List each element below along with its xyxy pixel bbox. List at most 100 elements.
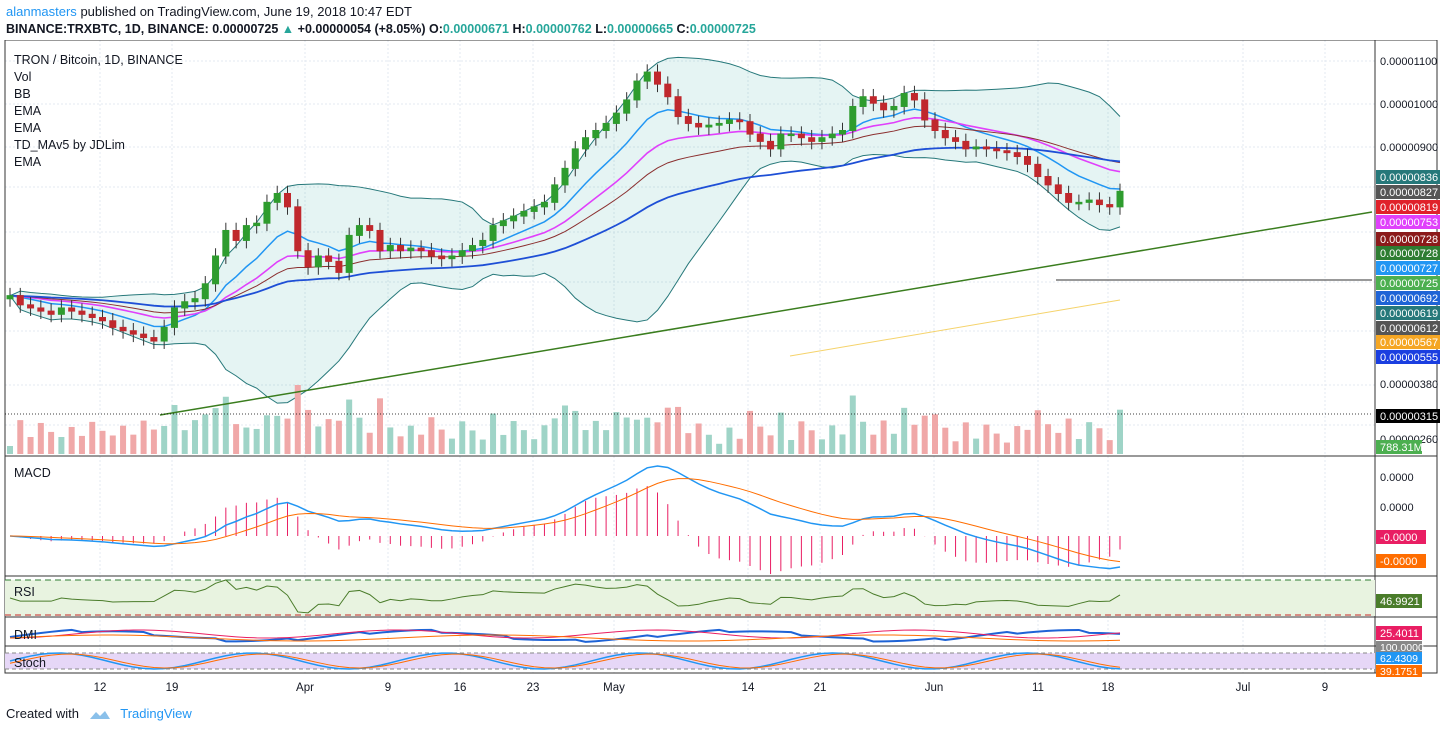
volume-bar [500,434,507,454]
volume-bar [747,410,753,454]
rsi-badge-label: 46.9921 [1380,596,1420,608]
candle-body [335,260,343,273]
last-price: 0.00000725 [212,22,279,36]
candle-body [1095,199,1103,206]
time-tick: 16 [454,682,467,694]
candle-body [88,313,96,319]
price-tick: 0.00000900 [1380,142,1438,154]
candle-body [859,96,867,107]
indicator-legend: TRON / Bitcoin, 1D, BINANCE Vol BB EMA EMA TD… [14,53,183,670]
chart-canvas[interactable]: TRON / Bitcoin, 1D, BINANCE Vol BB EMA EMA TD… [0,40,1444,695]
volume-bar [222,396,229,454]
indicator-panes [5,465,1375,670]
candle-body [695,122,703,128]
volume-bar [150,429,157,454]
bb-lower [9,153,1121,404]
volume-bar [1117,409,1123,454]
candle-body [684,116,692,124]
candle-body [27,304,35,309]
candle-body [109,320,117,328]
candle-body [150,337,158,342]
price-badge-label: 0.00000567 [1380,337,1438,349]
price-badge [1376,291,1440,305]
volume-bar [305,409,312,454]
price-change: +0.00000054 (+8.05%) [297,22,426,36]
candle-body [921,99,929,121]
volume-bar [808,430,815,454]
candle-body [1116,190,1124,208]
time-tick: 11 [1032,682,1044,694]
candle-body [787,133,795,137]
price-badge [1376,170,1440,184]
volume-bar [675,406,682,454]
dmi-badge [1376,626,1422,640]
time-axis[interactable]: 12 19 Apr 9 16 23 May 14 21 Jun 11 18 Jul 9 [94,682,1329,694]
volume-bar [510,421,517,454]
tradingview-link[interactable]: TradingView [120,706,192,721]
volume-bar [818,439,825,454]
candle-body [68,307,76,312]
volume-bar [17,420,24,454]
candle-body [386,245,394,252]
candle-body [129,330,137,335]
volume-bar [48,431,55,454]
candle-body [880,102,888,111]
time-tick: 14 [742,682,755,694]
candle-body [674,96,682,118]
volume-bar [870,434,877,454]
volume-bar [377,398,383,454]
volume-bar [140,420,147,454]
legend-item: EMA [14,155,42,169]
legend-item: TRON / Bitcoin, 1D, BINANCE [14,53,183,67]
volume-bar [623,417,630,454]
price-badge [1376,261,1440,275]
stoch-badge [1376,641,1422,653]
dmi-minus-line [9,634,1121,642]
open-label: O: [429,22,443,36]
volume-bar [1024,429,1031,454]
volume-bar [7,446,13,454]
candle-body [582,137,590,150]
candle-body [407,247,415,252]
candle-body [993,148,1001,152]
volume-bar [829,425,836,454]
candle-body [540,201,548,208]
candle-body [1065,192,1073,203]
legend-item: BB [14,87,31,101]
candle-body [294,206,302,252]
candle-body [448,255,456,260]
price-badge [1376,335,1440,349]
volume-bar [932,414,938,454]
candle-body [397,245,405,252]
candle-body [170,307,178,328]
bb-fill [10,57,1120,404]
pane-label-macd: MACD [14,466,51,480]
author-link[interactable]: alanmasters [6,4,77,19]
candle-body [232,229,240,241]
price-axis[interactable]: 0.00001100 0.00001000 0.00000900 0.00000380… [1376,56,1440,678]
volume-bar [58,437,65,454]
candle-body [756,133,764,142]
candle-body [736,119,744,123]
volume-bar [705,434,712,454]
candlesticks [6,64,1124,349]
volume-bar [1106,440,1113,454]
volume-bar [490,413,497,454]
price-tick: 0.00000380 [1380,379,1438,391]
volume-bar [1055,432,1062,454]
candle-body [664,83,672,98]
volume-bar [839,434,846,454]
candle-body [438,255,446,260]
rsi-line [9,579,1121,614]
symbol-exchange-suffix: , BINANCE: [140,22,213,36]
candle-body [212,255,220,285]
time-tick: 18 [1102,682,1115,694]
candle-body [1003,150,1011,154]
volume-bar [726,427,733,454]
candle-body [869,96,877,104]
volume-bar [387,427,394,454]
volume-bar [962,422,969,454]
volume-bar [27,437,34,454]
candle-body [849,105,857,131]
price-badge [1376,215,1440,229]
